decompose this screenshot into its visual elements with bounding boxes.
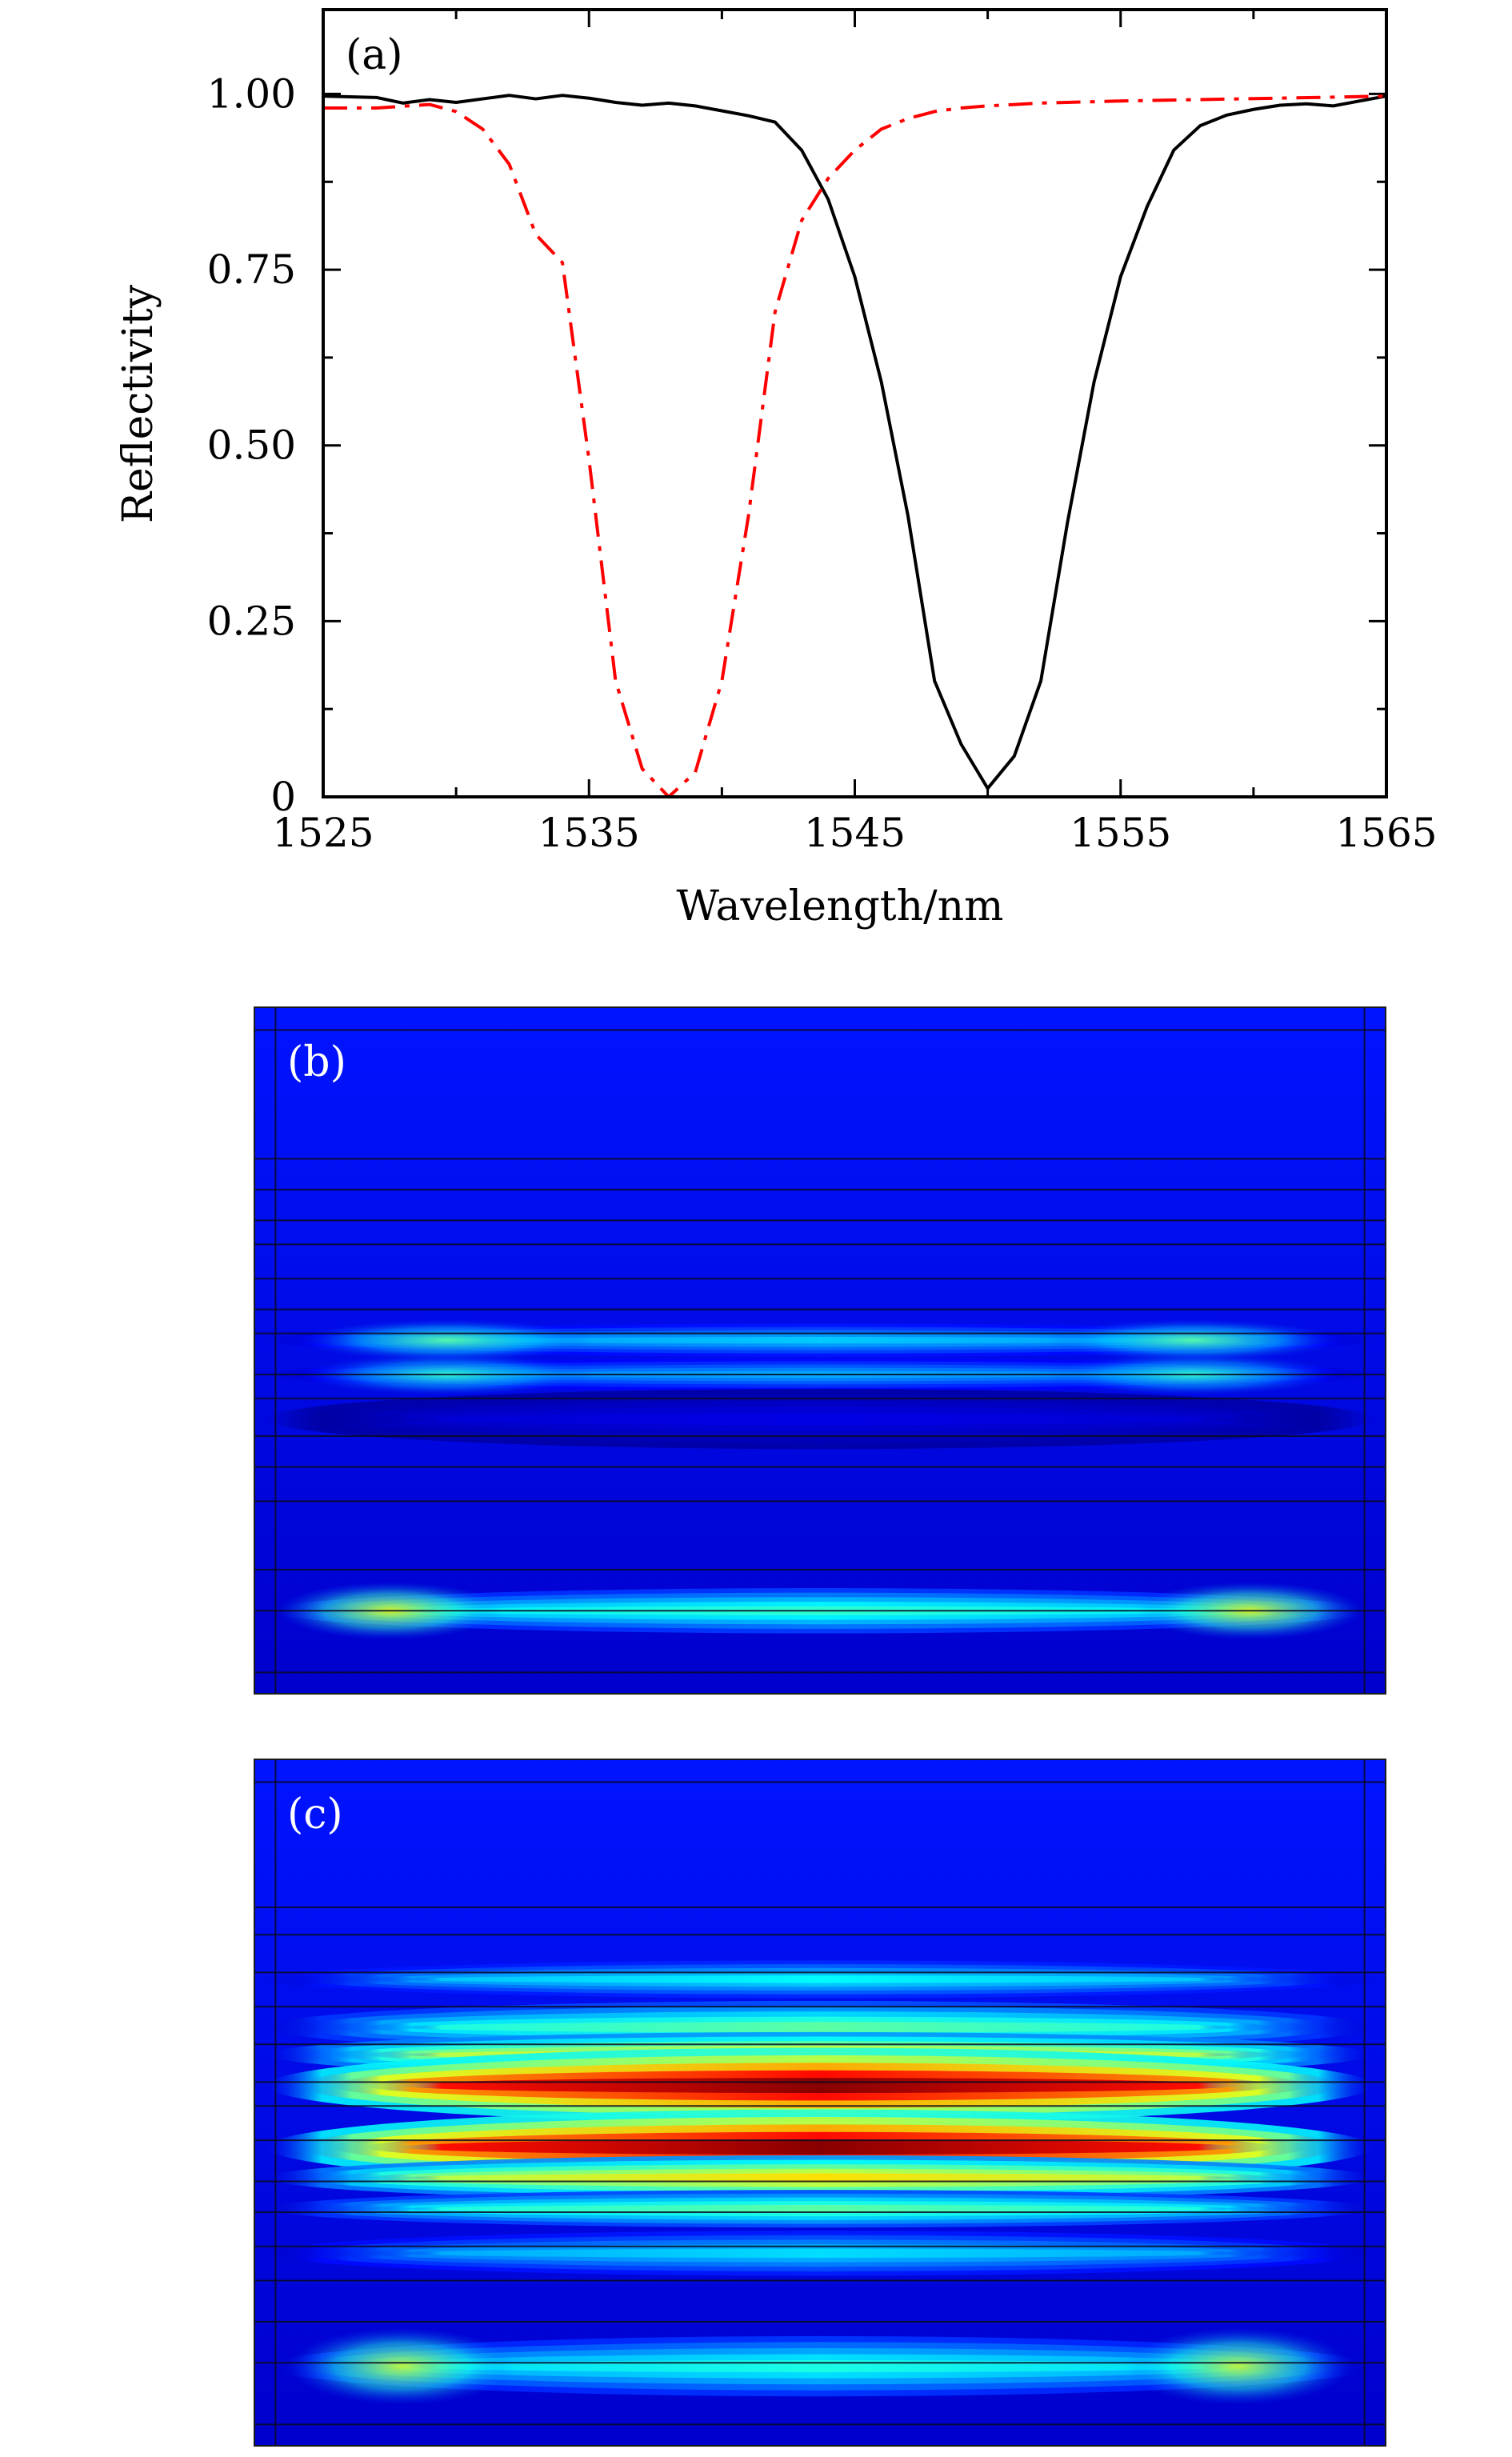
field-band [399, 1975, 1241, 1983]
plot-frame [322, 8, 1388, 798]
y-axis-label: Reflectivity [114, 284, 162, 523]
x-tick-label: 1545 [804, 810, 906, 856]
panel-label-b: (b) [287, 1038, 346, 1086]
x-tick-label: 1525 [272, 810, 374, 856]
y-tick-label: 1.00 [207, 70, 296, 117]
y-tick-label: 0.75 [207, 246, 296, 293]
x-axis-label: Wavelength/nm [677, 882, 1004, 930]
field-band [399, 2022, 1241, 2033]
field-lobe [289, 2327, 515, 2405]
field-lobe [300, 1319, 594, 1362]
field-lobe [1046, 1319, 1340, 1362]
panel-label-c: (c) [287, 1791, 343, 1839]
series-solid [322, 94, 1387, 790]
field-band [399, 1337, 1241, 1344]
field-band [399, 2173, 1241, 2183]
field-lobe [1125, 2327, 1351, 2405]
x-tick-label: 1555 [1070, 810, 1171, 856]
panel-label-a: (a) [346, 31, 403, 79]
series-group [322, 94, 1387, 798]
x-tick-label: 1565 [1335, 810, 1437, 856]
reflectivity-chart: 1525 1535 1545 1555 1565 0 0.25 0.50 0.75 1.00 W… [114, 8, 1438, 930]
field-map-c: (c) [254, 1759, 1386, 2447]
y-tick-label: 0.50 [207, 422, 296, 469]
x-tick-labels: 1525 1535 1545 1555 1565 [272, 810, 1437, 856]
x-tick-label: 1535 [538, 810, 640, 856]
field-band [399, 1413, 1241, 1426]
y-tick-label: 0.25 [207, 598, 296, 644]
field-band [399, 2204, 1241, 2213]
field-band [399, 2139, 1241, 2155]
field-band [399, 2248, 1241, 2258]
field-map-b: (b) [254, 1006, 1386, 1695]
y-tick-labels: 0 0.25 0.50 0.75 1.00 [207, 70, 296, 820]
series-dash-dot [323, 94, 1387, 798]
y-tick-label: 0 [270, 774, 296, 820]
field-band [399, 2078, 1241, 2094]
